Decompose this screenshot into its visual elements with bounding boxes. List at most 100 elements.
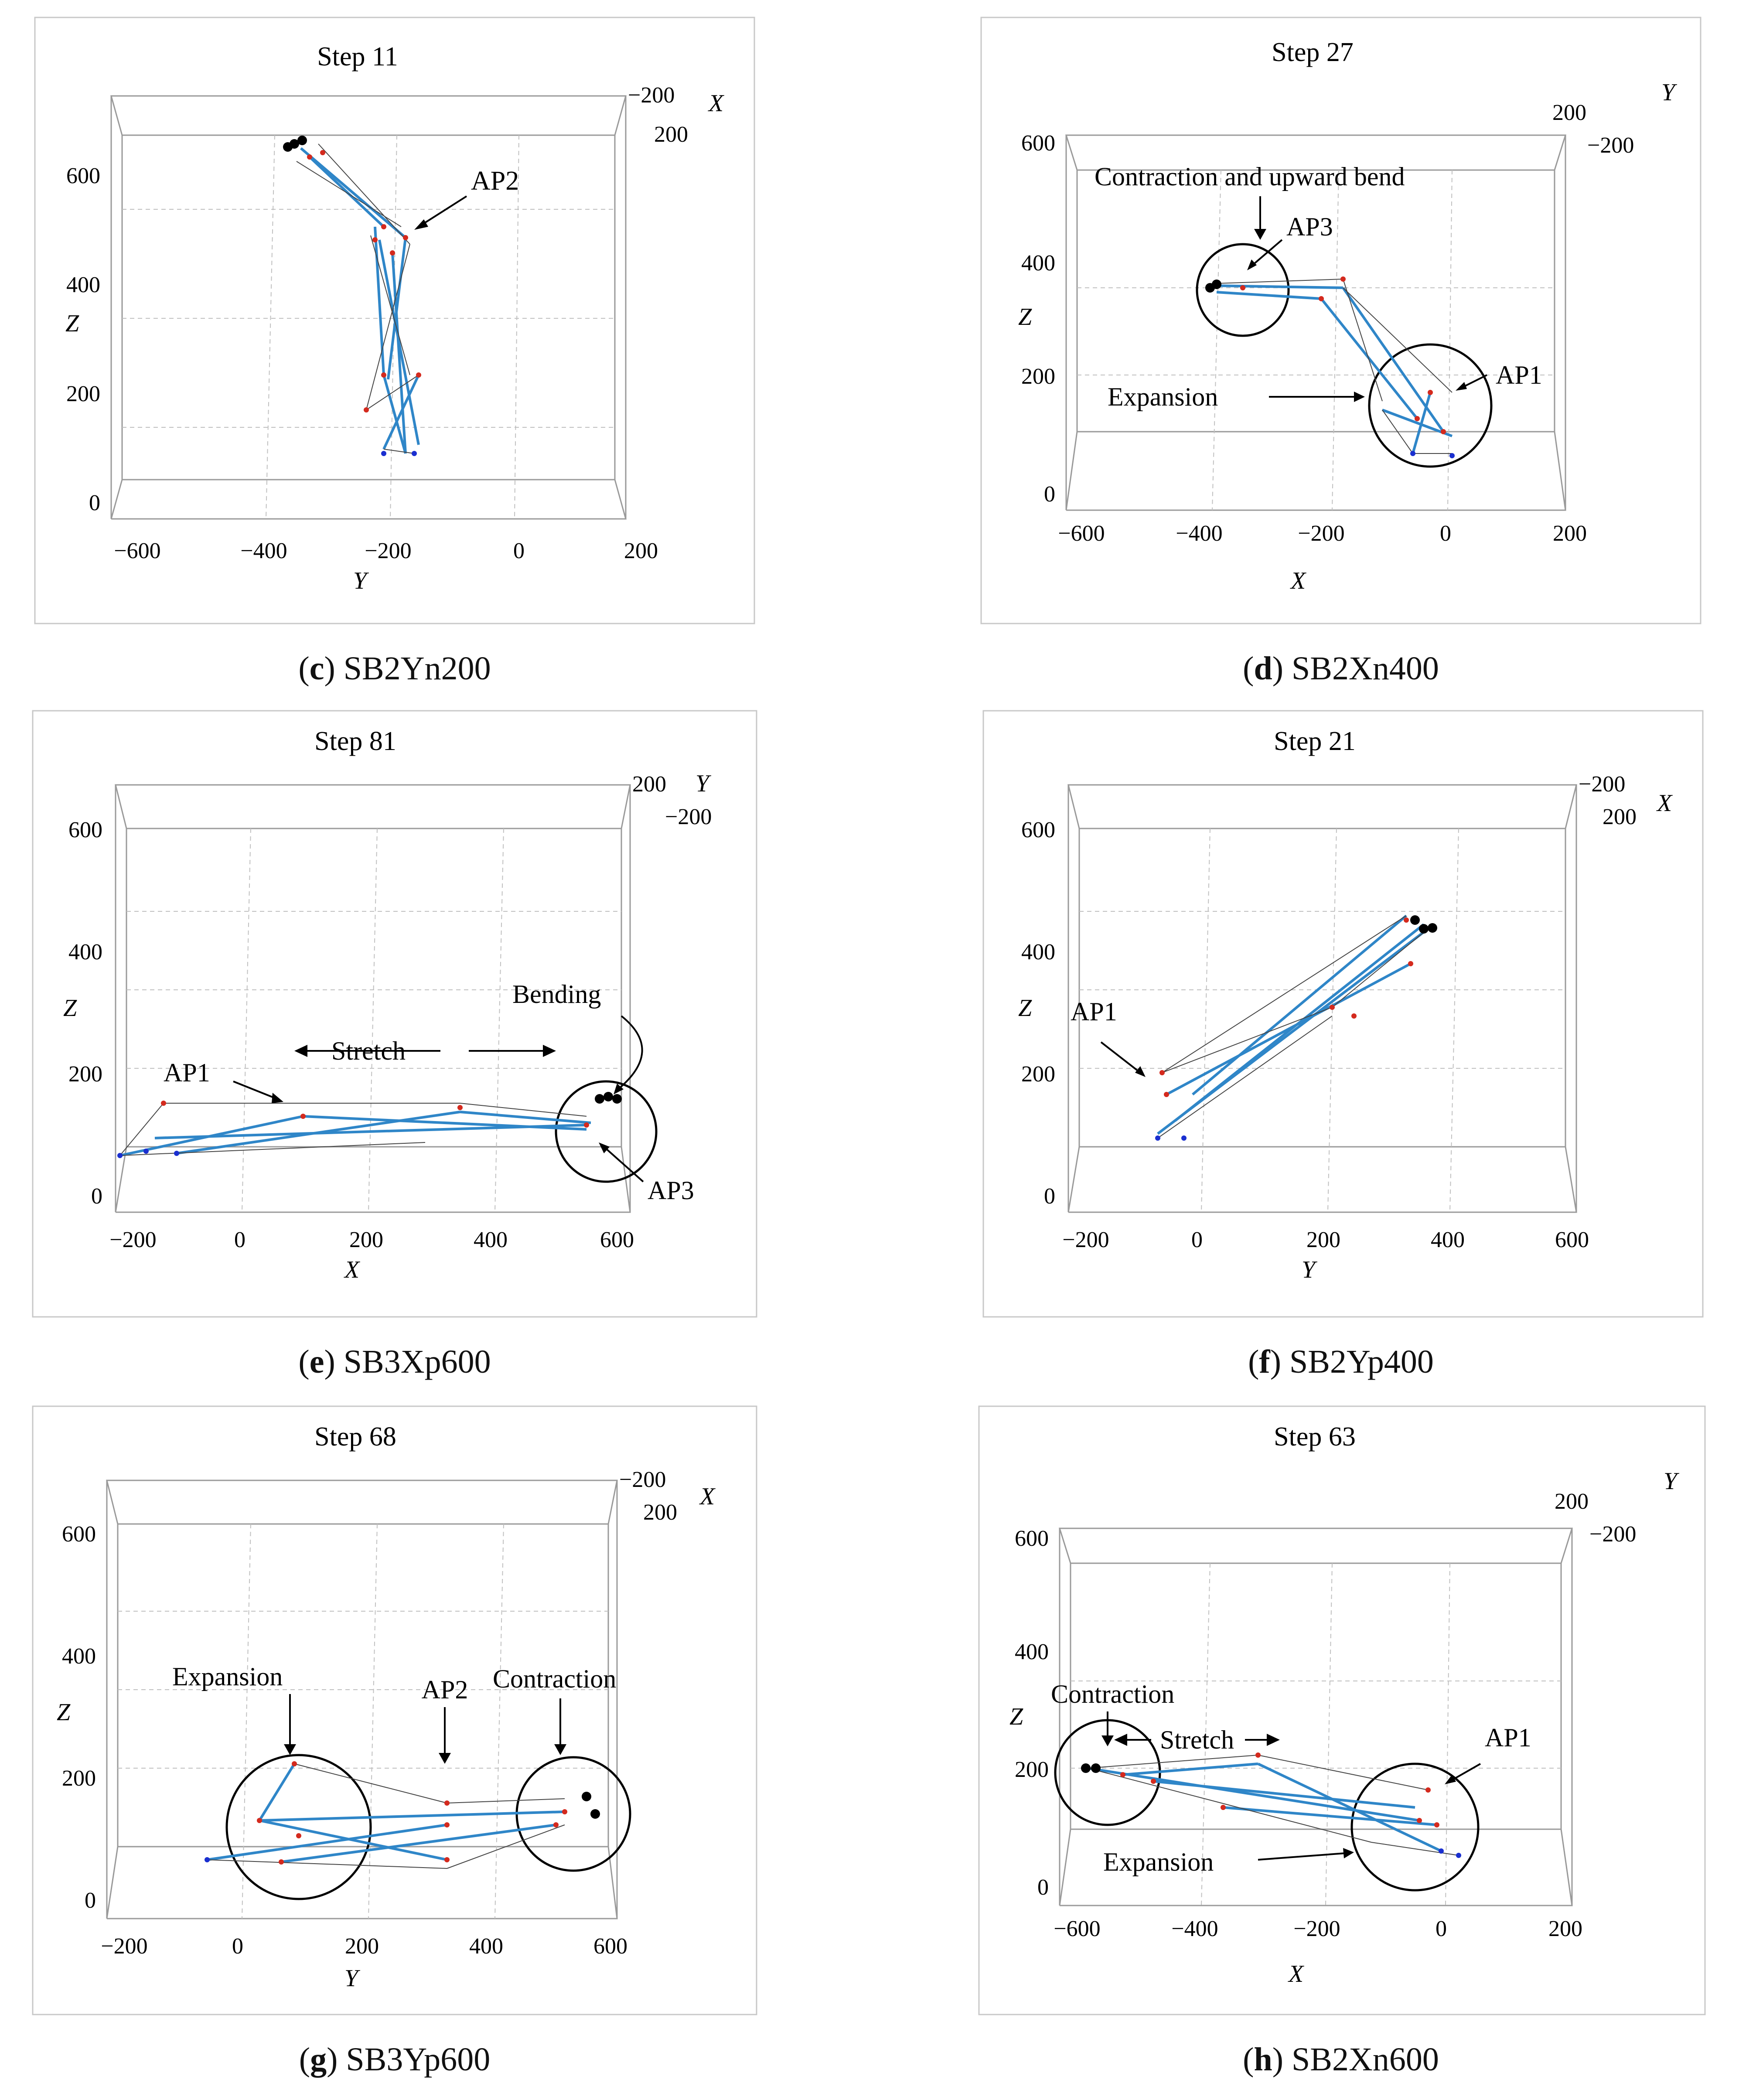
svg-text:Expansion: Expansion	[1103, 1848, 1214, 1876]
svg-text:0: 0	[234, 1227, 246, 1252]
svg-text:−400: −400	[240, 539, 287, 563]
svg-text:0: 0	[232, 1934, 243, 1959]
svg-text:400: 400	[1021, 940, 1055, 965]
svg-text:X: X	[1290, 567, 1307, 594]
chart-title: Step 63	[1274, 1422, 1356, 1452]
z-tick-labels: 0 200 400 600	[66, 164, 100, 515]
truss-wires	[296, 143, 419, 454]
annotation-expansion: Expansion	[172, 1662, 296, 1755]
annotation-ap1: AP1	[1071, 997, 1146, 1077]
svg-text:AP1: AP1	[164, 1058, 210, 1087]
svg-text:−200: −200	[1298, 521, 1344, 546]
svg-text:−400: −400	[1171, 1916, 1218, 1941]
svg-text:AP1: AP1	[1485, 1723, 1531, 1752]
svg-text:200: 200	[66, 382, 100, 406]
svg-text:0: 0	[1037, 1875, 1049, 1900]
svg-text:−600: −600	[1058, 521, 1105, 546]
svg-text:0: 0	[1440, 521, 1451, 546]
annotation-ap1: AP1	[164, 1058, 283, 1103]
annotation-ap2: AP2	[422, 1675, 468, 1764]
svg-text:600: 600	[66, 164, 100, 188]
chart-f-svg: Step 21 AP1 0 200 400 600 Z −200 0 200 4…	[982, 710, 1704, 1318]
chart-title: Step 27	[1272, 38, 1354, 67]
svg-text:−200: −200	[1579, 772, 1625, 797]
bending-circle	[555, 1080, 658, 1183]
svg-text:0: 0	[85, 1888, 96, 1913]
svg-text:0: 0	[513, 539, 525, 563]
svg-text:600: 600	[593, 1934, 627, 1959]
svg-text:−200: −200	[619, 1467, 666, 1492]
svg-text:0: 0	[1044, 1184, 1055, 1209]
panel-d: Step 27 Contraction and upward bend AP3 …	[980, 17, 1701, 624]
svg-text:−200: −200	[365, 539, 411, 563]
caption-e: (e) SB3Xp600	[298, 1343, 491, 1380]
svg-text:200: 200	[349, 1227, 383, 1252]
caption-c: (c) SB2Yn200	[298, 650, 491, 687]
annotation-ap3: AP3	[1247, 212, 1333, 270]
chart-e-svg: Step 81 Bending AP1 Stretch AP3	[32, 710, 757, 1318]
plot-box	[110, 95, 627, 520]
chart-h-svg: Step 63 Contraction Stretch AP1	[978, 1405, 1706, 2015]
svg-text:200: 200	[1548, 1916, 1582, 1941]
annotation-expansion: Expansion	[1103, 1848, 1354, 1876]
svg-text:AP3: AP3	[1286, 212, 1333, 241]
svg-text:Contraction: Contraction	[493, 1664, 616, 1693]
svg-text:200: 200	[624, 539, 658, 563]
svg-text:0: 0	[1436, 1916, 1447, 1941]
svg-text:200: 200	[632, 772, 666, 797]
x-axis-label: Y	[353, 567, 369, 594]
svg-text:Contraction: Contraction	[1051, 1680, 1174, 1708]
svg-text:−200: −200	[1062, 1227, 1109, 1252]
svg-text:0: 0	[91, 1184, 102, 1209]
svg-text:400: 400	[1021, 251, 1055, 276]
svg-text:0: 0	[1044, 482, 1055, 507]
svg-text:400: 400	[66, 273, 100, 297]
caption-f: (f) SB2Yp400	[1248, 1343, 1434, 1380]
expansion-circle	[1368, 343, 1493, 468]
svg-text:−200: −200	[1587, 133, 1634, 158]
svg-text:−600: −600	[1054, 1916, 1100, 1941]
svg-text:Y: Y	[1661, 79, 1678, 106]
svg-text:Y: Y	[1664, 1468, 1680, 1495]
svg-text:Z: Z	[1018, 995, 1032, 1022]
grid-lines	[122, 135, 615, 519]
svg-text:200: 200	[1552, 100, 1586, 125]
svg-text:200: 200	[654, 122, 688, 147]
panel-g: Step 68 Expansion AP2 Contraction 0	[32, 1405, 757, 2015]
annotation-contraction: Contraction	[493, 1664, 616, 1755]
svg-text:200: 200	[1306, 1227, 1340, 1252]
contraction-circle	[1196, 243, 1290, 337]
svg-text:AP2: AP2	[471, 166, 519, 196]
annotation-bending: Bending	[512, 980, 643, 1094]
svg-text:600: 600	[600, 1227, 634, 1252]
caption-h: (h) SB2Xn600	[1243, 2041, 1439, 2078]
svg-text:600: 600	[1021, 818, 1055, 842]
z-axis-label: Z	[65, 310, 79, 337]
svg-text:200: 200	[345, 1934, 379, 1959]
svg-text:Y: Y	[344, 1965, 361, 1992]
svg-text:Contraction and upward bend: Contraction and upward bend	[1095, 162, 1405, 191]
chart-title: Step 11	[317, 42, 398, 72]
svg-text:−200: −200	[101, 1934, 147, 1959]
svg-text:600: 600	[1555, 1227, 1589, 1252]
caption-g: (g) SB3Yp600	[299, 2041, 491, 2078]
chart-c-svg: Step 11 AP2 0 200 400 600 Z −600 −400	[34, 17, 755, 624]
svg-text:200: 200	[1015, 1757, 1049, 1782]
svg-text:0: 0	[1191, 1227, 1203, 1252]
annotation-contraction-upward: Contraction and upward bend	[1095, 162, 1405, 240]
svg-text:−200: −200	[628, 83, 675, 108]
annotation-stretch: Stretch	[1114, 1725, 1280, 1754]
svg-text:AP1: AP1	[1496, 361, 1542, 389]
svg-text:X: X	[344, 1256, 361, 1283]
svg-text:600: 600	[68, 818, 102, 842]
svg-text:600: 600	[1015, 1526, 1049, 1551]
annotation-ap1: AP1	[1456, 361, 1542, 391]
svg-text:−200: −200	[1589, 1522, 1636, 1547]
annotation-stretch: Stretch	[294, 1036, 556, 1065]
depth-axis-label: X	[708, 90, 725, 117]
svg-text:0: 0	[89, 491, 100, 515]
svg-text:X: X	[1656, 790, 1673, 817]
svg-text:200: 200	[1021, 364, 1055, 389]
svg-text:X: X	[1288, 1960, 1305, 1988]
svg-text:X: X	[699, 1483, 716, 1510]
